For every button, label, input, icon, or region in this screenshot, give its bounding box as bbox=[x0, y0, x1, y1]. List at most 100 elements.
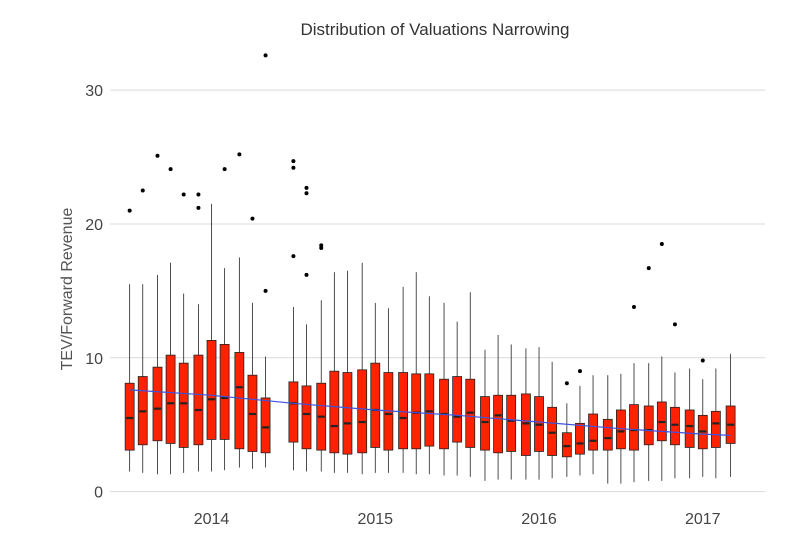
y-tick-label: 10 bbox=[85, 351, 103, 368]
box-group bbox=[684, 368, 695, 479]
box bbox=[329, 370, 340, 454]
box-group bbox=[342, 270, 353, 473]
outlier-point bbox=[140, 188, 145, 193]
x-tick-label: 2014 bbox=[194, 511, 230, 528]
box bbox=[124, 382, 135, 451]
box bbox=[493, 394, 503, 454]
box bbox=[588, 413, 598, 451]
box-group bbox=[178, 192, 189, 473]
box-group bbox=[398, 286, 409, 473]
trend-line bbox=[129, 389, 731, 436]
box-group bbox=[193, 192, 204, 472]
box-group bbox=[234, 152, 245, 468]
box-group bbox=[465, 292, 476, 477]
box bbox=[288, 381, 299, 443]
box bbox=[521, 393, 531, 456]
outlier-point bbox=[127, 208, 132, 213]
outlier-point bbox=[250, 216, 255, 221]
x-tick-label: 2017 bbox=[685, 511, 721, 528]
box-group bbox=[137, 188, 148, 473]
box-group bbox=[247, 216, 258, 469]
boxes-layer bbox=[124, 53, 736, 484]
box bbox=[398, 372, 409, 450]
box-group bbox=[697, 358, 708, 477]
box bbox=[411, 373, 422, 450]
box bbox=[370, 362, 381, 448]
box-group bbox=[725, 353, 736, 477]
box-group bbox=[602, 375, 613, 484]
outlier-point bbox=[304, 272, 309, 277]
chart-title: Distribution of Valuations Narrowing bbox=[301, 20, 570, 39]
outlier-point bbox=[304, 185, 309, 190]
y-axis-ticks: 0 10 20 30 bbox=[85, 83, 103, 501]
box bbox=[424, 373, 435, 447]
box-group bbox=[206, 203, 217, 472]
y-tick-label: 30 bbox=[85, 83, 103, 100]
box bbox=[670, 406, 680, 446]
box-group bbox=[383, 308, 394, 473]
x-tick-label: 2016 bbox=[521, 511, 557, 528]
box bbox=[575, 422, 585, 455]
outlier-point bbox=[646, 266, 651, 271]
box bbox=[234, 352, 245, 450]
box-group bbox=[506, 344, 517, 480]
box-group bbox=[575, 369, 585, 476]
box-group bbox=[656, 242, 667, 481]
outlier-point bbox=[291, 165, 296, 170]
box-group bbox=[439, 302, 449, 476]
outlier-point bbox=[196, 205, 201, 210]
box bbox=[165, 354, 176, 444]
box bbox=[178, 362, 189, 448]
outlier-point bbox=[181, 192, 186, 197]
outlier-point bbox=[291, 254, 296, 259]
box bbox=[452, 376, 463, 443]
box-group bbox=[357, 262, 368, 475]
outlier-point bbox=[263, 288, 268, 293]
outlier-point bbox=[196, 192, 201, 197]
box-group bbox=[547, 361, 558, 479]
outlier-point bbox=[659, 242, 664, 247]
box-group bbox=[670, 322, 680, 479]
outlier-point bbox=[155, 153, 160, 158]
outlier-point bbox=[319, 243, 324, 248]
box-group bbox=[316, 243, 327, 472]
box bbox=[506, 394, 517, 452]
box bbox=[193, 354, 204, 446]
box-group bbox=[521, 348, 531, 480]
outlier-point bbox=[672, 322, 677, 327]
box-group bbox=[493, 335, 503, 480]
box-group bbox=[629, 304, 639, 483]
outlier-point bbox=[237, 152, 242, 157]
outlier-point bbox=[222, 167, 227, 172]
x-tick-label: 2015 bbox=[357, 511, 393, 528]
box-group bbox=[288, 159, 299, 471]
box bbox=[301, 385, 312, 450]
box bbox=[561, 432, 572, 458]
outlier-point bbox=[263, 53, 268, 58]
box-group bbox=[452, 321, 463, 476]
y-tick-label: 20 bbox=[85, 217, 103, 234]
box-group bbox=[480, 349, 490, 481]
box-group bbox=[152, 153, 163, 475]
box-group bbox=[411, 272, 422, 475]
box bbox=[602, 418, 613, 451]
box-group bbox=[588, 375, 598, 475]
outlier-point bbox=[291, 159, 296, 164]
box bbox=[547, 406, 558, 456]
outlier-point bbox=[632, 304, 636, 309]
box bbox=[342, 372, 353, 455]
y-tick-label: 0 bbox=[94, 485, 103, 502]
box-group bbox=[710, 368, 721, 479]
outlier-point bbox=[700, 358, 705, 363]
box bbox=[260, 397, 271, 454]
box bbox=[684, 409, 695, 448]
box bbox=[643, 405, 654, 446]
box-group bbox=[329, 272, 340, 473]
box bbox=[480, 396, 490, 451]
box-group bbox=[370, 302, 381, 473]
box bbox=[206, 339, 217, 440]
box-group bbox=[561, 381, 572, 477]
box-group bbox=[219, 167, 230, 471]
box-group bbox=[260, 53, 271, 468]
box bbox=[629, 404, 639, 451]
